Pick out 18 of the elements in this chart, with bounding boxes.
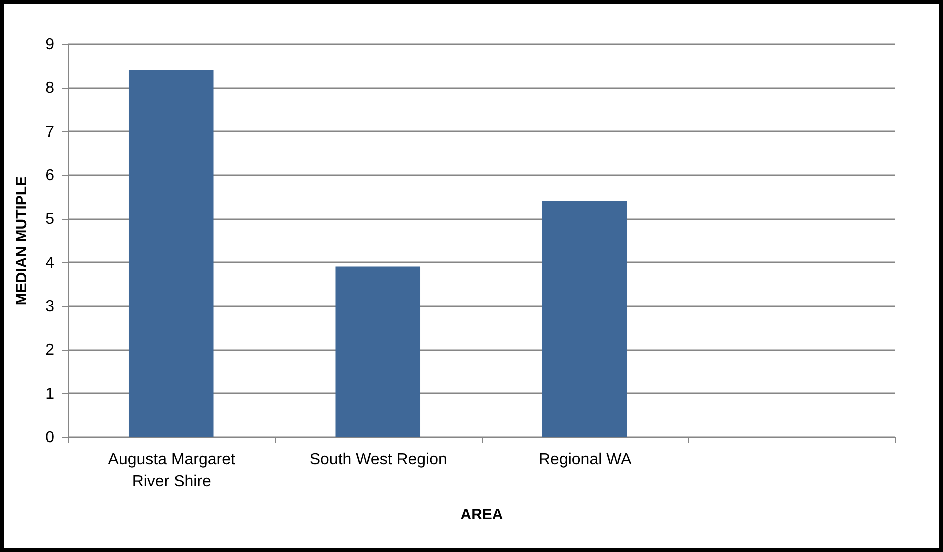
x-tick-label: South West Region	[310, 452, 448, 468]
y-tick-label: 4	[46, 254, 55, 272]
bar	[336, 266, 421, 437]
y-tick-label: 7	[46, 124, 55, 141]
x-axis-title: AREA	[460, 506, 504, 524]
y-tick-label: 9	[46, 36, 55, 54]
y-axis-title: MEDIAN MUTIPLE	[14, 176, 31, 306]
bar	[542, 201, 628, 437]
x-tick-label: Regional WA	[538, 452, 632, 468]
y-tick-label: 3	[46, 298, 55, 316]
y-tick-label: 6	[46, 168, 55, 184]
y-tick-label: 0	[46, 430, 55, 446]
y-tick-label: 1	[46, 386, 55, 403]
bar	[128, 70, 214, 437]
y-tick-label: 2	[46, 342, 55, 360]
x-tick-label: Augusta Margaret River Shire	[108, 452, 236, 490]
y-tick-label: 8	[46, 80, 55, 98]
y-tick-label: 5	[46, 211, 55, 228]
